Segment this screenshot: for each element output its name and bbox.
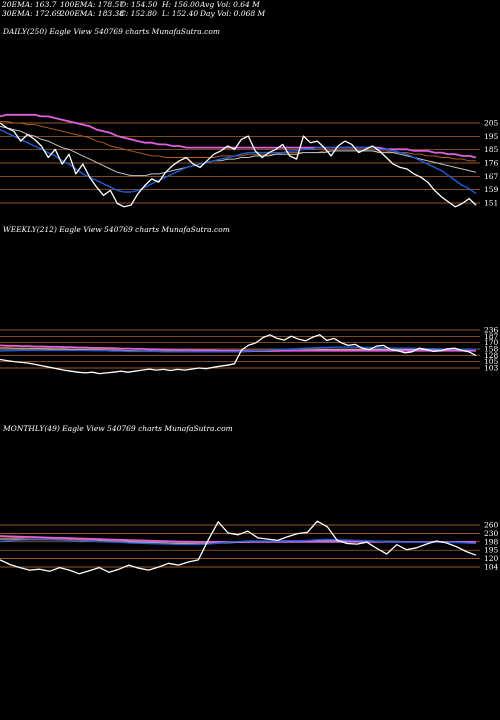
monthly-tick-label: 230 <box>484 529 499 538</box>
daily-tick-label: 151 <box>484 199 498 208</box>
weekly-tick-label: 105 <box>484 357 499 366</box>
daily-price-line <box>0 122 477 208</box>
daily-ema-mid-line <box>0 125 477 177</box>
weekly-tick-label: 158 <box>484 345 499 354</box>
weekly-title: WEEKLY(212) Eagle View 540769 charts Mun… <box>3 225 230 234</box>
daily-ema-short-line <box>0 128 477 195</box>
monthly-price-line <box>0 520 477 575</box>
ema100-value: 100EMA: 178.57 <box>60 0 125 9</box>
avg-vol-value: Avg Vol: 0.64 M <box>200 0 260 9</box>
high-value: H: 156.00 <box>162 0 200 9</box>
weekly-panel: WEEKLY(212) Eagle View 540769 charts Mun… <box>0 225 499 375</box>
close-value: C: 152.80 <box>120 9 157 18</box>
open-value: O: 154.50 <box>120 0 158 9</box>
weekly-tick-label: 128 <box>484 351 499 360</box>
monthly-panel: MONTHLY(49) Eagle View 540769 charts Mun… <box>0 424 499 575</box>
monthly-tick-label: 120 <box>484 554 499 563</box>
ema20-value: 20EMA: 163.7 <box>2 0 57 9</box>
daily-tick-label: 167 <box>484 172 499 181</box>
daily-tick-label: 176 <box>484 159 499 168</box>
daily-title: DAILY(250) Eagle View 540769 charts Muna… <box>2 27 220 36</box>
monthly-tick-label: 198 <box>484 537 499 546</box>
monthly-ema-short-line <box>0 538 477 546</box>
weekly-tick-label: 236 <box>484 326 499 335</box>
weekly-tick-label: 103 <box>484 364 499 373</box>
daily-tick-label: 185 <box>484 145 499 154</box>
monthly-tick-label: 104 <box>484 563 499 572</box>
ema30-value: 30EMA: 172.69 <box>2 9 62 18</box>
monthly-tick-label: 260 <box>484 521 499 530</box>
low-value: L: 152.40 <box>162 9 199 18</box>
day-vol-value: Day Vol: 0.068 M <box>200 9 266 18</box>
weekly-tick-label: 187 <box>484 332 499 341</box>
daily-tick-label: 159 <box>484 185 499 194</box>
weekly-tick-label: 170 <box>484 338 499 347</box>
daily-ema-long-line <box>0 113 477 159</box>
monthly-tick-label: 195 <box>484 546 499 555</box>
daily-tick-label: 205 <box>484 119 499 128</box>
weekly-price-line <box>0 334 477 375</box>
daily-tick-label: 195 <box>484 132 499 141</box>
weekly-ema-short-line <box>0 346 477 353</box>
daily-ema-orange-line <box>0 120 476 162</box>
monthly-title: MONTHLY(49) Eagle View 540769 charts Mun… <box>2 424 233 433</box>
ema200-value: 200EMA: 183.38 <box>60 9 125 18</box>
daily-panel: DAILY(250) Eagle View 540769 charts Muna… <box>0 27 499 208</box>
